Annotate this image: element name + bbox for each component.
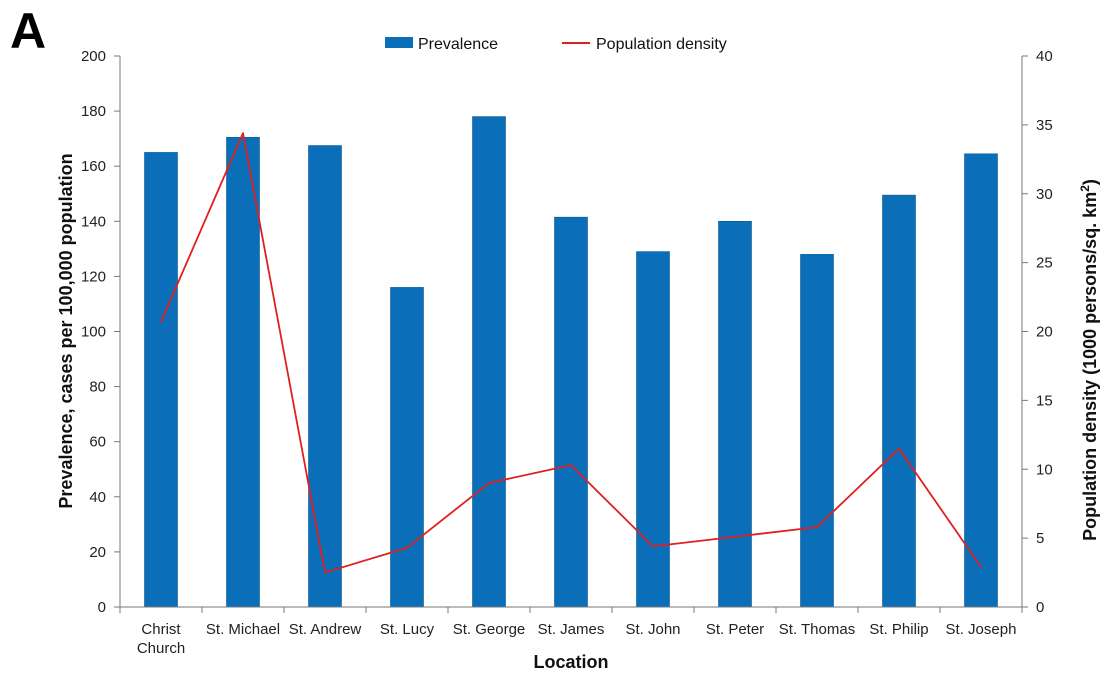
- point-population-density: [816, 526, 818, 528]
- y-right-tick-label: 25: [1036, 255, 1053, 272]
- y-axis-left-title: Prevalence, cases per 100,000 population: [56, 153, 76, 508]
- bar-prevalence: [308, 145, 342, 608]
- y-left-tick-label: 180: [81, 103, 106, 120]
- point-population-density: [570, 464, 572, 466]
- y-left-tick-label: 40: [89, 489, 106, 506]
- y-axis-right-title: Population density (1000 persons/sq. km2…: [1078, 179, 1100, 541]
- panel-label: A: [10, 3, 47, 59]
- bar-prevalence: [554, 216, 588, 608]
- left-axis-ticks: 0 20 40 60 80 100 120 140 160 180 200: [81, 48, 120, 616]
- x-category-label: St. Michael: [206, 621, 280, 638]
- bar-prevalence: [882, 194, 916, 608]
- y-axis-right-title-main: Population density (1000 persons/sq. km: [1080, 192, 1100, 541]
- bar-prevalence: [472, 116, 506, 608]
- point-population-density: [734, 535, 736, 538]
- bar-prevalence: [800, 254, 834, 608]
- population-density-line: [160, 132, 982, 574]
- x-axis-title: Location: [534, 652, 609, 672]
- x-category-label: Christ Church: [137, 621, 185, 657]
- x-category-label: St. Peter: [706, 621, 764, 638]
- y-left-tick-label: 0: [98, 599, 106, 616]
- point-population-density: [160, 321, 162, 323]
- x-category-label: St. Joseph: [946, 621, 1017, 638]
- right-axis-ticks: 0 5 10 15 20 25 30 35 40: [1022, 48, 1053, 616]
- x-category-label: St. Thomas: [779, 621, 855, 638]
- point-population-density: [652, 545, 654, 548]
- legend: Prevalence Population density: [385, 36, 727, 53]
- x-category-label: St. John: [625, 621, 680, 638]
- y-axis-right-title-close: ): [1080, 179, 1100, 185]
- legend-label-population-density: Population density: [596, 36, 727, 53]
- y-right-tick-label: 0: [1036, 599, 1044, 616]
- category-labels: Christ Church St. Michael St. Andrew St. Luc…: [137, 621, 1017, 657]
- point-population-density: [242, 132, 244, 134]
- point-population-density: [324, 571, 326, 574]
- y-axis-right-title-superscript: 2: [1078, 185, 1092, 192]
- y-right-tick-label: 5: [1036, 530, 1044, 547]
- bar-prevalence: [144, 152, 178, 608]
- y-right-tick-label: 30: [1036, 186, 1053, 203]
- x-category-label: St. Philip: [869, 621, 928, 638]
- x-category-label: St. Lucy: [380, 621, 435, 638]
- prevalence-bars: [144, 116, 998, 608]
- point-population-density: [980, 566, 982, 568]
- y-right-tick-label: 20: [1036, 324, 1053, 341]
- y-right-tick-label: 10: [1036, 461, 1053, 478]
- y-left-tick-label: 100: [81, 324, 106, 341]
- y-left-tick-label: 140: [81, 213, 106, 230]
- x-category-label: St. Andrew: [289, 621, 362, 638]
- y-left-tick-label: 80: [89, 379, 106, 396]
- bar-prevalence: [718, 221, 752, 608]
- bar-prevalence: [390, 287, 424, 608]
- x-category-label: St. George: [453, 621, 526, 638]
- legend-label-prevalence: Prevalence: [418, 36, 498, 53]
- legend-swatch-prevalence: [385, 37, 413, 48]
- y-left-tick-label: 200: [81, 48, 106, 65]
- y-left-tick-label: 20: [89, 544, 106, 561]
- y-left-tick-label: 160: [81, 158, 106, 175]
- bar-prevalence: [636, 251, 670, 608]
- bar-prevalence: [964, 153, 998, 608]
- x-category-label: St. James: [538, 621, 605, 638]
- y-left-tick-label: 60: [89, 434, 106, 451]
- point-population-density: [898, 447, 900, 450]
- point-population-density: [488, 482, 490, 484]
- point-population-density: [406, 546, 408, 549]
- bar-prevalence: [226, 136, 260, 608]
- y-right-tick-label: 40: [1036, 48, 1053, 65]
- y-right-tick-label: 35: [1036, 117, 1053, 134]
- y-right-tick-label: 15: [1036, 392, 1053, 409]
- y-left-tick-label: 120: [81, 268, 106, 285]
